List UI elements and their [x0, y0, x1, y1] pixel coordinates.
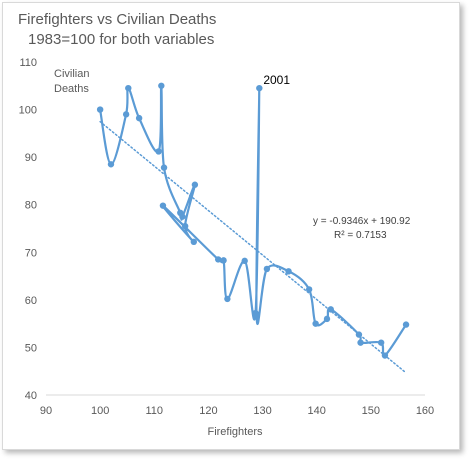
x-tick-label: 160 — [416, 405, 434, 417]
data-point — [357, 339, 364, 346]
trendline-equation: y = -0.9346x + 190.92 — [313, 216, 411, 227]
data-point — [263, 265, 271, 273]
y-tick-label: 50 — [25, 342, 37, 354]
data-point — [305, 286, 313, 293]
data-point — [312, 320, 319, 327]
data-point — [135, 114, 143, 122]
data-point — [214, 256, 222, 263]
data-point — [158, 82, 165, 89]
chart-subtitle: 1983=100 for both variables — [28, 31, 214, 48]
data-point — [155, 148, 162, 155]
x-tick-label: 130 — [253, 405, 271, 417]
data-point — [241, 257, 248, 265]
data-point — [285, 268, 292, 275]
y-tick-label: 90 — [25, 152, 37, 164]
data-point — [107, 161, 115, 168]
data-point — [253, 313, 260, 320]
y-tick-label: 100 — [19, 105, 37, 117]
data-point — [160, 164, 168, 171]
data-point — [402, 321, 410, 328]
data-point — [181, 222, 189, 230]
y-axis-ticks: 40 50 60 70 80 90 100 110 — [19, 57, 37, 402]
y-tick-label: 80 — [25, 200, 37, 212]
data-point — [377, 339, 385, 346]
x-tick-label: 150 — [362, 405, 380, 417]
annotation-2001: 2001 — [263, 73, 290, 87]
y-tick-label: 70 — [25, 247, 37, 259]
data-point — [125, 84, 132, 92]
y-axis-label-line-1: Civilian — [54, 68, 89, 80]
r-squared-label: R² = 0.7153 — [334, 230, 387, 241]
y-axis-label-line-2: Deaths — [54, 83, 89, 95]
data-point — [224, 295, 231, 303]
y-tick-label: 110 — [19, 57, 37, 69]
data-point — [191, 181, 199, 188]
x-tick-label: 140 — [308, 405, 326, 417]
series-line — [99, 84, 408, 357]
data-point — [323, 315, 331, 323]
y-tick-label: 40 — [25, 390, 37, 402]
x-tick-label: 110 — [146, 405, 164, 417]
chart-svg: Firefighters vs Civilian Deaths 1983=100… — [18, 11, 434, 438]
data-point — [96, 106, 104, 113]
data-point — [190, 238, 198, 246]
x-tick-label: 100 — [91, 405, 109, 417]
x-axis-label: Firefighters — [207, 426, 263, 438]
chart-container: Firefighters vs Civilian Deaths 1983=100… — [2, 2, 460, 450]
chart-title: Firefighters vs Civilian Deaths — [18, 11, 216, 28]
data-point — [220, 257, 227, 264]
x-tick-label: 90 — [40, 405, 52, 417]
x-tick-label: 120 — [199, 405, 217, 417]
x-axis-ticks: 90 100 110 120 130 140 150 160 — [40, 405, 434, 417]
y-tick-label: 60 — [25, 295, 37, 307]
data-point — [256, 84, 263, 92]
data-point — [179, 213, 186, 220]
data-points — [96, 82, 410, 359]
data-point — [327, 306, 334, 313]
data-point — [381, 352, 389, 359]
data-point — [159, 202, 167, 209]
data-point — [122, 111, 130, 118]
data-point — [355, 331, 363, 338]
